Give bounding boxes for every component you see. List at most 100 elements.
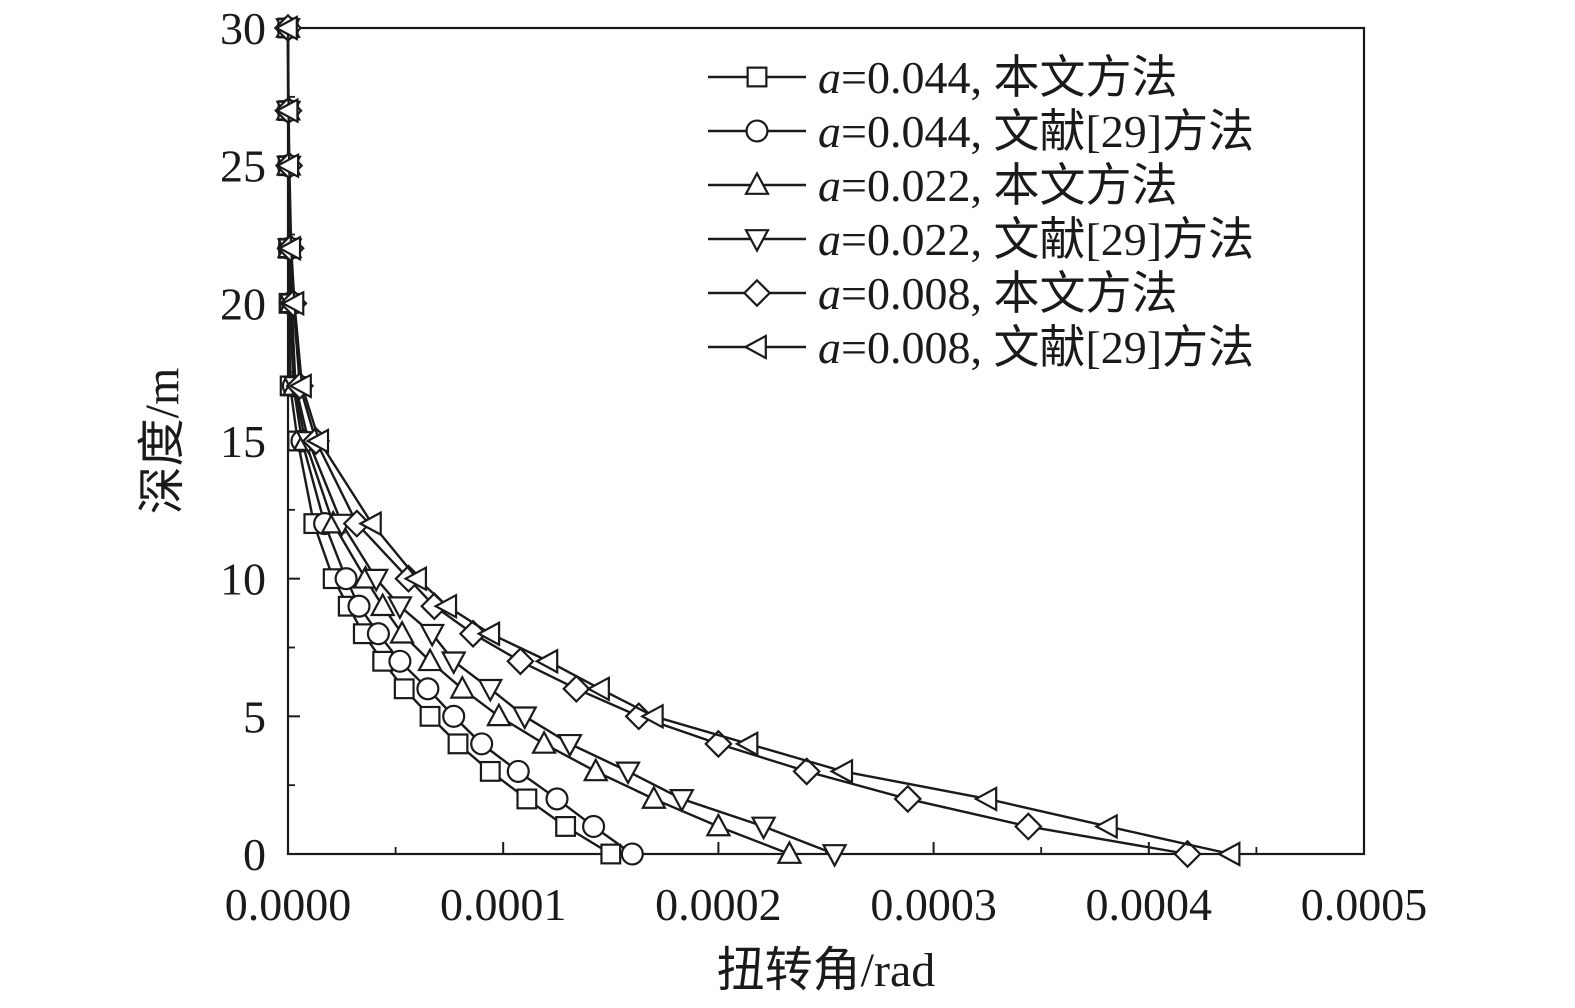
legend-label: a=0.008, 文献[29]方法 [818, 322, 1254, 373]
data-point-triangle-down [419, 623, 446, 648]
data-point-triangle-left [1094, 813, 1118, 840]
data-point-triangle-down [387, 596, 413, 621]
legend-variable: a [818, 322, 841, 373]
data-point-square [447, 733, 469, 755]
data-point-diamond [893, 784, 922, 814]
data-point-triangle-up [582, 757, 609, 782]
data-point-triangle-left [476, 620, 501, 647]
series-triangle-down [275, 18, 848, 868]
data-point-square [479, 760, 501, 782]
legend-text: =0.022, 本文方法 [841, 160, 1177, 211]
data-point-triangle-up [531, 730, 557, 754]
data-point-circle [620, 842, 644, 866]
data-point-triangle-down [615, 761, 641, 786]
legend-variable: a [818, 52, 841, 103]
data-point-triangle-left [305, 428, 330, 454]
legend-marker-square [746, 66, 768, 88]
data-point-circle [470, 732, 494, 756]
data-point-triangle-down [557, 733, 583, 758]
data-point-diamond [562, 674, 591, 704]
data-point-circle [545, 787, 569, 811]
data-point-triangle-left [734, 731, 759, 757]
y-tick-label: 10 [220, 554, 266, 605]
data-point-circle [347, 594, 371, 618]
data-point-square [393, 678, 415, 700]
legend-marker-triangle-up [744, 171, 770, 195]
data-point-triangle-down [511, 706, 538, 731]
data-point-triangle-down [821, 844, 848, 868]
data-point-triangle-left [274, 15, 298, 41]
legend-item: a=0.008, 本文方法 [708, 268, 1177, 319]
legend-label: a=0.022, 本文方法 [818, 160, 1177, 211]
data-point-triangle-up [369, 592, 396, 617]
data-point-square [419, 705, 441, 727]
data-point-diamond [1014, 812, 1043, 841]
data-point-square [516, 788, 538, 810]
data-point-triangle-left [277, 235, 302, 262]
legend-variable: a [818, 268, 841, 319]
data-point-triangle-up [705, 812, 732, 837]
y-tick-label: 0 [243, 829, 266, 880]
legend-variable: a [818, 214, 841, 265]
data-point-triangle-down [750, 816, 777, 841]
legend-variable: a [818, 106, 841, 157]
data-point-triangle-left [586, 675, 610, 702]
data-point-circle [334, 567, 358, 591]
data-point-triangle-left [829, 758, 854, 785]
data-point-circle [366, 622, 390, 646]
x-tick-label: 0.0000 [225, 879, 352, 930]
data-point-triangle-left [274, 97, 299, 124]
data-point-diamond [506, 647, 535, 676]
legend-label: a=0.044, 本文方法 [818, 52, 1177, 103]
x-tick-label: 0.0001 [440, 879, 567, 930]
data-point-square [600, 843, 622, 865]
data-point-triangle-up [389, 619, 415, 644]
data-point-circle [582, 814, 606, 839]
data-point-triangle-left [403, 565, 428, 592]
data-point-triangle-up [417, 647, 443, 672]
legend-marker-diamond [742, 278, 772, 308]
data-point-triangle-left [358, 510, 382, 537]
legend-label: a=0.044, 文献[29]方法 [818, 106, 1254, 157]
legend-marker-circle [745, 119, 769, 143]
y-tick-label: 25 [220, 141, 266, 192]
data-point-triangle-left [1216, 841, 1241, 867]
legend-text: =0.044, 文献[29]方法 [841, 106, 1254, 157]
data-point-triangle-down [668, 789, 695, 813]
legend-text: =0.008, 本文方法 [841, 268, 1177, 319]
legend-variable: a [818, 160, 841, 211]
y-tick-label: 20 [220, 278, 266, 329]
axis-labels-group: 扭转角/rad 深度/m [136, 368, 935, 997]
y-tick-label: 30 [220, 3, 266, 54]
data-point-triangle-left [973, 786, 998, 812]
x-axis-label: 扭转角/rad [717, 944, 936, 997]
legend-item: a=0.022, 文献[29]方法 [708, 214, 1254, 265]
series-line [286, 27, 790, 856]
legend-marker-triangle-left [743, 334, 767, 360]
data-point-diamond [792, 757, 821, 786]
data-point-circle [388, 649, 412, 673]
legend-text: =0.044, 本文方法 [841, 52, 1177, 103]
data-point-square [555, 816, 577, 837]
x-tick-label: 0.0002 [655, 879, 782, 930]
data-point-diamond [1173, 839, 1202, 869]
data-point-triangle-down [363, 568, 390, 593]
data-point-triangle-left [275, 152, 300, 179]
data-point-triangle-up [640, 785, 667, 809]
data-point-triangle-left [534, 648, 559, 675]
data-point-circle [442, 704, 466, 728]
series-group [273, 13, 1241, 869]
series-line [286, 27, 836, 856]
x-tick-label: 0.0003 [870, 879, 997, 930]
y-tick-label: 5 [243, 691, 266, 742]
legend-item: a=0.008, 文献[29]方法 [708, 322, 1254, 373]
data-point-triangle-up [776, 840, 803, 864]
x-tick-label: 0.0005 [1301, 879, 1428, 930]
y-axis-label: 深度/m [136, 368, 189, 515]
legend-text: =0.022, 文献[29]方法 [841, 214, 1254, 265]
series-line [286, 27, 634, 855]
legend-item: a=0.022, 本文方法 [708, 160, 1177, 211]
